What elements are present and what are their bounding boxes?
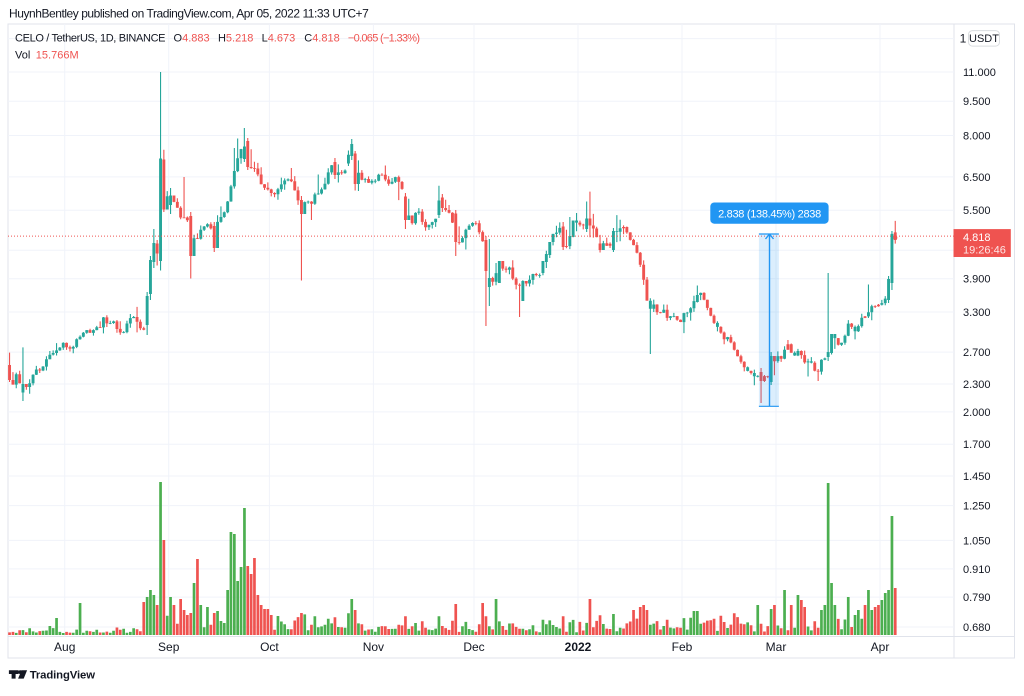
svg-text:−0.065 (−1.33%): −0.065 (−1.33%) (348, 33, 419, 45)
svg-text:0.680: 0.680 (963, 622, 991, 634)
svg-text:Vol: Vol (15, 50, 30, 62)
svg-text:Oct: Oct (260, 640, 279, 654)
svg-text:Apr: Apr (871, 640, 890, 654)
svg-text:4.818: 4.818 (312, 33, 340, 45)
svg-text:C: C (304, 33, 312, 45)
svg-text:8.000: 8.000 (963, 130, 991, 142)
svg-text:0.910: 0.910 (963, 564, 991, 576)
svg-text:Aug: Aug (54, 640, 75, 654)
svg-text:Dec: Dec (463, 640, 484, 654)
svg-text:6.500: 6.500 (963, 172, 991, 184)
svg-text:5.218: 5.218 (226, 33, 254, 45)
svg-text:4.883: 4.883 (182, 33, 210, 45)
svg-text:15.766M: 15.766M (36, 50, 79, 62)
svg-text:0.790: 0.790 (963, 592, 991, 604)
svg-text:2.300: 2.300 (963, 379, 991, 391)
svg-text:HuynhBentley published on Trad: HuynhBentley published on TradingView.co… (9, 7, 369, 21)
svg-text:USDT: USDT (969, 33, 999, 45)
svg-text:9.500: 9.500 (963, 96, 991, 108)
svg-text:Mar: Mar (766, 640, 787, 654)
svg-text:3.300: 3.300 (963, 307, 991, 319)
svg-text:O: O (174, 33, 183, 45)
svg-text:TradingView: TradingView (30, 670, 96, 682)
svg-text:L: L (262, 33, 268, 45)
svg-text:2.000: 2.000 (963, 407, 991, 419)
svg-text:CELO / TetherUS, 1D, BINANCE: CELO / TetherUS, 1D, BINANCE (15, 33, 165, 45)
svg-text:4.818: 4.818 (963, 232, 991, 244)
svg-text:2.700: 2.700 (963, 347, 991, 359)
svg-text:11.000: 11.000 (963, 67, 996, 79)
svg-text:2.838 (138.45%) 2838: 2.838 (138.45%) 2838 (718, 208, 821, 220)
svg-text:2022: 2022 (565, 640, 592, 654)
svg-text:1.450: 1.450 (963, 471, 991, 483)
svg-text:1.050: 1.050 (963, 535, 991, 547)
svg-text:4.673: 4.673 (268, 33, 296, 45)
svg-text:Sep: Sep (158, 640, 180, 654)
svg-text:H: H (218, 33, 226, 45)
svg-text:1: 1 (960, 32, 967, 46)
svg-text:19:26:46: 19:26:46 (963, 244, 1006, 256)
svg-text:Feb: Feb (672, 640, 693, 654)
svg-text:1.250: 1.250 (963, 501, 991, 513)
svg-text:5.500: 5.500 (963, 205, 991, 217)
svg-text:3.900: 3.900 (963, 274, 991, 286)
svg-text:1.700: 1.700 (963, 439, 991, 451)
svg-text:Nov: Nov (363, 640, 384, 654)
